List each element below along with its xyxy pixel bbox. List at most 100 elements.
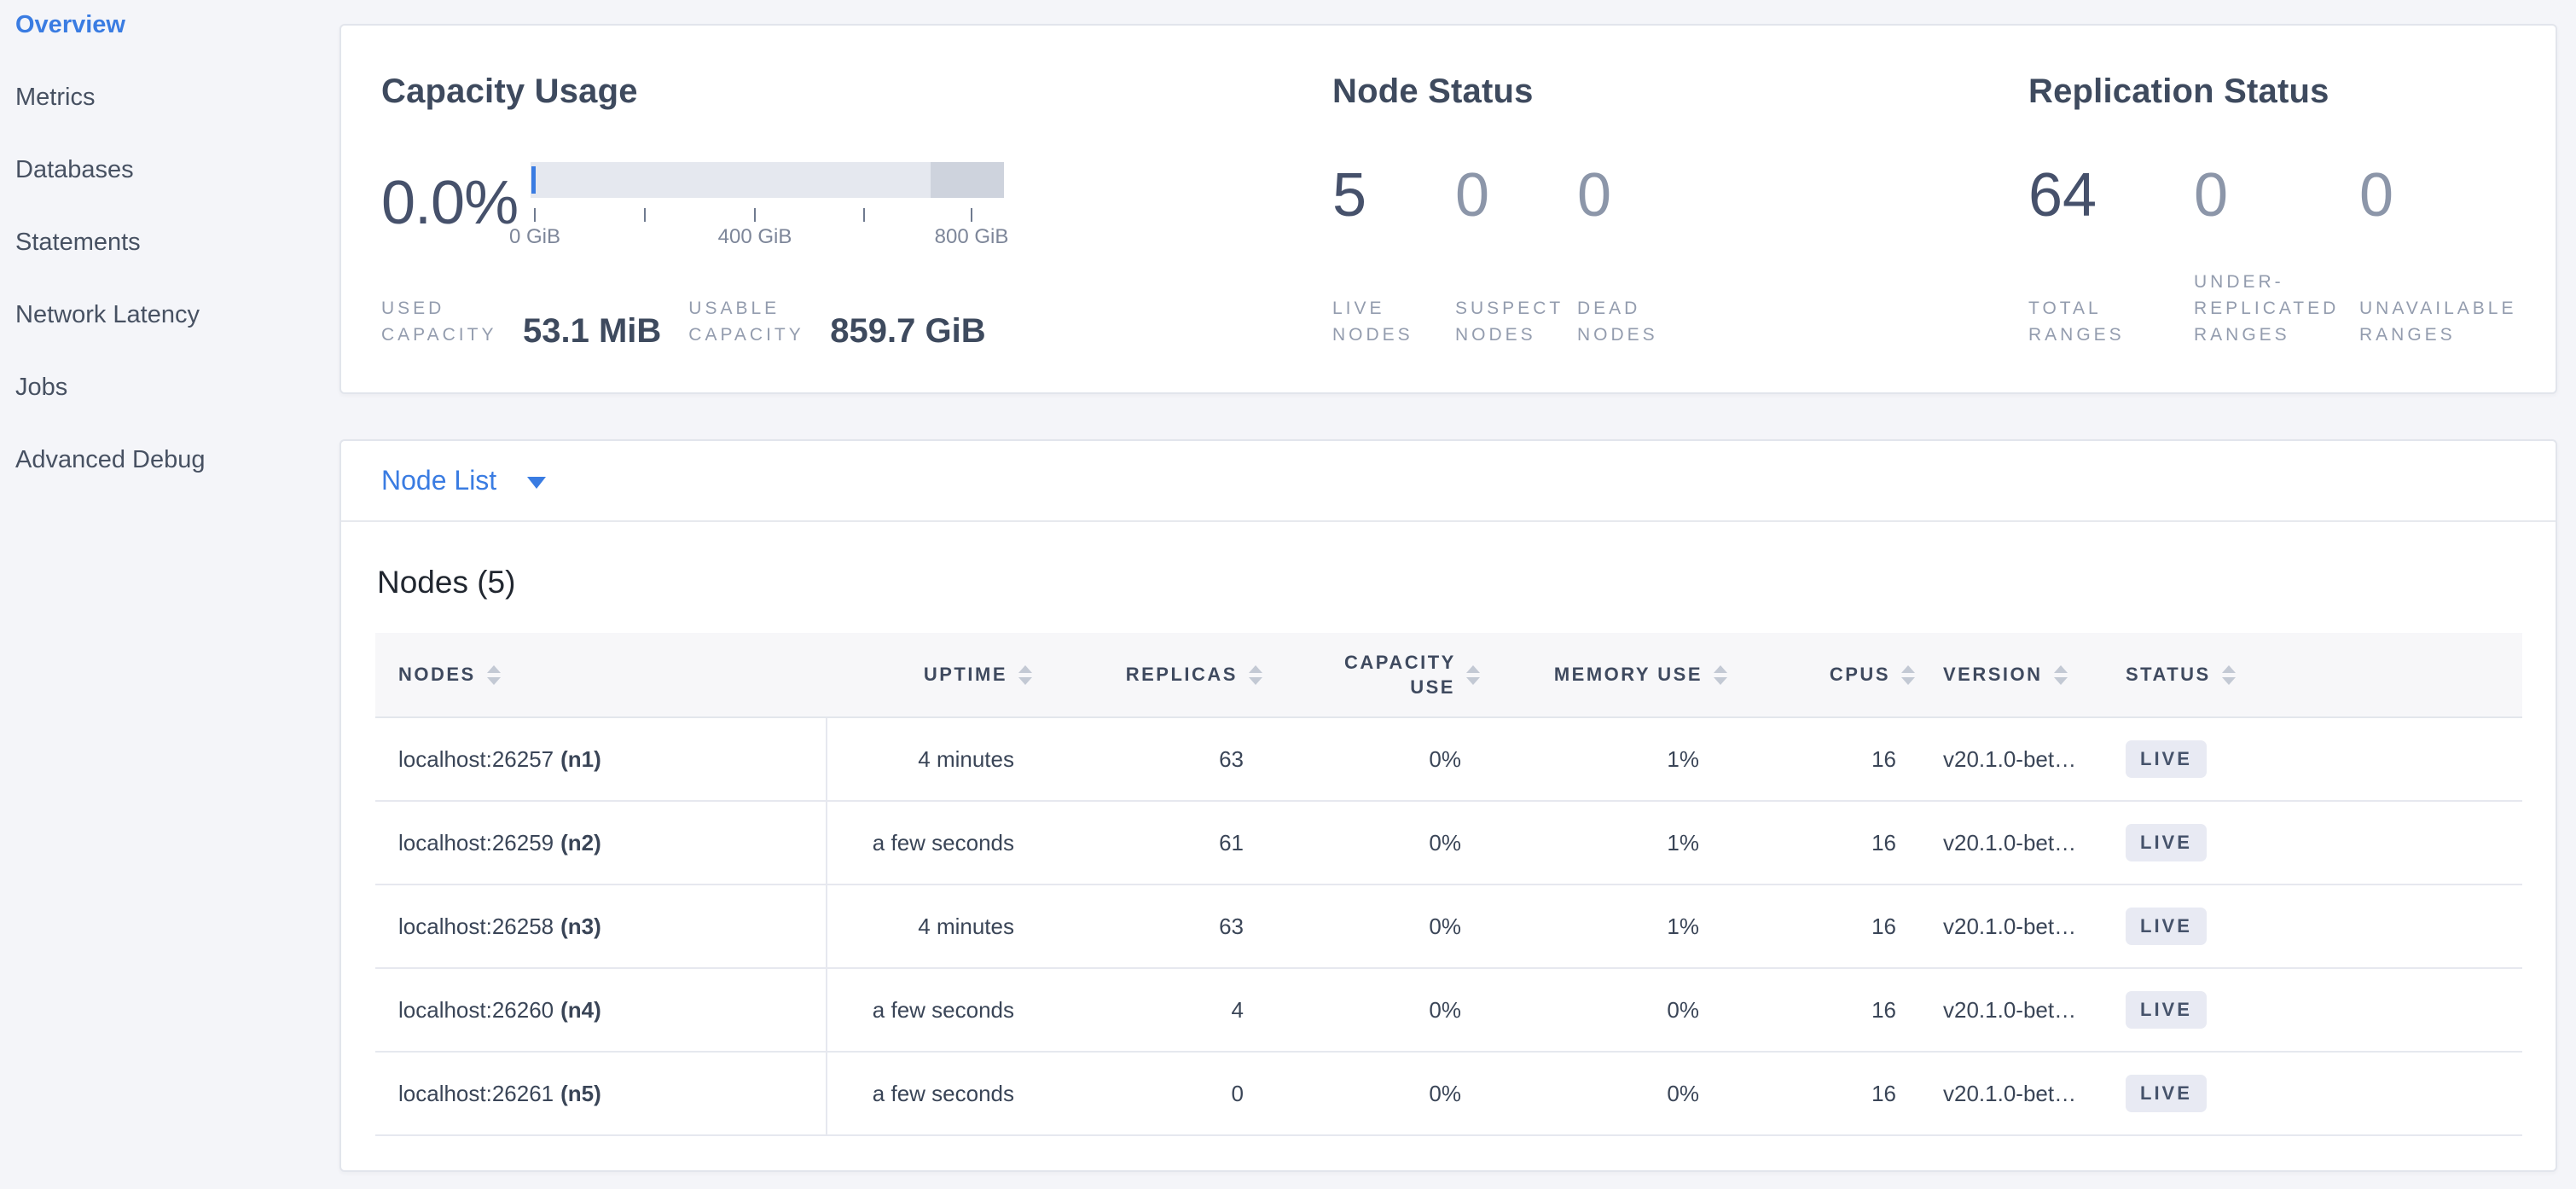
capacity-use-cell: 0%	[1429, 996, 1461, 1023]
column-header-nodes[interactable]: NODES	[375, 664, 827, 686]
gauge-tick	[863, 208, 865, 222]
capacity-usage-section: Capacity Usage 0.0% 0 GiB 400 GiB 800 Gi…	[341, 26, 1332, 392]
sidebar-item-label: Metrics	[15, 84, 96, 111]
replicas-cell: 4	[1231, 996, 1244, 1023]
capacity-gauge: 0 GiB 400 GiB 800 GiB	[509, 160, 1008, 248]
sidebar-item-overview[interactable]: Overview	[15, 10, 339, 83]
main-content: Capacity Usage 0.0% 0 GiB 400 GiB 800 Gi…	[339, 0, 2557, 1189]
node-link[interactable]: localhost:26259 (n2)	[375, 802, 827, 884]
sidebar-item-statements[interactable]: Statements	[15, 228, 339, 300]
sort-icon	[1714, 664, 1727, 685]
unavailable-ranges-label: UNAVAILABLE RANGES	[2359, 299, 2517, 345]
total-ranges-label: TOTAL RANGES	[2028, 299, 2125, 345]
used-capacity-label: USED CAPACITY	[381, 299, 497, 345]
table-row: localhost:26261 (n5) a few seconds 0 0% 0…	[375, 1053, 2522, 1136]
status-badge: LIVE	[2126, 1075, 2207, 1112]
status-cell: LIVE	[2100, 991, 2262, 1029]
uptime-cell: a few seconds	[872, 996, 1014, 1023]
sidebar-item-databases[interactable]: Databases	[15, 155, 339, 228]
suspect-nodes-label: SUSPECT NODES	[1455, 299, 1564, 345]
status-badge: LIVE	[2126, 908, 2207, 945]
node-link[interactable]: localhost:26261 (n5)	[375, 1053, 827, 1134]
sidebar-item-metrics[interactable]: Metrics	[15, 83, 339, 155]
node-status-numbers: 5 0 0	[1332, 160, 2028, 246]
capacity-use-cell: 0%	[1429, 829, 1461, 856]
nodes-table: NODES UPTIME REPLICAS CAPACITY USE MEMOR…	[375, 633, 2522, 1170]
cpus-cell: 16	[1871, 745, 1896, 772]
replication-status-title: Replication Status	[2028, 72, 2329, 110]
sort-icon	[1466, 664, 1480, 685]
sort-icon	[1901, 664, 1915, 685]
uptime-cell: a few seconds	[872, 1080, 1014, 1106]
usable-capacity-label: USABLE CAPACITY	[688, 299, 804, 345]
node-status-labels: LIVE NODES SUSPECT NODES DEAD NODES	[1332, 295, 2028, 348]
capacity-gauge-row: 0.0% 0 GiB 400 GiB 800 GiB	[381, 160, 1332, 248]
sidebar: Overview Metrics Databases Statements Ne…	[0, 0, 339, 1189]
column-header-capacity-use[interactable]: CAPACITY USE	[1262, 650, 1480, 699]
suspect-nodes-count: 0	[1455, 161, 1490, 229]
nodes-table-heading: Nodes (5)	[377, 565, 516, 600]
replication-numbers: 64 0 0	[2028, 160, 2556, 246]
replication-status-section: Replication Status 64 0 0 TOTAL RANGES U…	[2028, 26, 2556, 392]
version-cell: v20.1.0-bet…	[1943, 996, 2077, 1023]
under-replicated-ranges-label: UNDER- REPLICATED RANGES	[2194, 272, 2340, 345]
sidebar-item-label: Overview	[15, 11, 125, 38]
node-status-title: Node Status	[1332, 72, 1534, 110]
sidebar-item-advanced-debug[interactable]: Advanced Debug	[15, 445, 339, 518]
status-cell: LIVE	[2100, 740, 2262, 778]
sort-icon	[1249, 664, 1262, 685]
cluster-summary-card: Capacity Usage 0.0% 0 GiB 400 GiB 800 Gi…	[339, 24, 2557, 394]
gauge-tick-label: 0 GiB	[508, 225, 561, 248]
table-row: localhost:26258 (n3) 4 minutes 63 0% 1% 1…	[375, 885, 2522, 969]
capacity-used-percent: 0.0%	[381, 169, 519, 237]
replicas-cell: 63	[1219, 913, 1244, 939]
capacity-use-cell: 0%	[1429, 745, 1461, 772]
sort-icon	[486, 664, 501, 685]
memory-use-cell: 1%	[1667, 829, 1699, 856]
sidebar-item-label: Statements	[15, 229, 141, 256]
node-list-card: Node List Nodes (5) NODES UPTIME REPLICA…	[339, 439, 2557, 1172]
column-header-uptime[interactable]: UPTIME	[827, 664, 1032, 686]
column-header-memory-use[interactable]: MEMORY USE	[1480, 664, 1727, 686]
sidebar-item-label: Jobs	[15, 374, 68, 401]
node-list-selector[interactable]: Node List	[341, 441, 2556, 522]
chevron-down-icon	[527, 476, 547, 489]
sidebar-item-jobs[interactable]: Jobs	[15, 373, 339, 445]
gauge-tick	[644, 208, 646, 222]
total-ranges-count: 64	[2028, 161, 2097, 229]
memory-use-cell: 0%	[1667, 1080, 1699, 1106]
status-badge: LIVE	[2126, 824, 2207, 861]
replication-labels: TOTAL RANGES UNDER- REPLICATED RANGES UN…	[2028, 269, 2556, 348]
memory-use-cell: 0%	[1667, 996, 1699, 1023]
node-status-section: Node Status 5 0 0 LIVE NODES SUSPECT NOD…	[1332, 26, 2028, 392]
node-link[interactable]: localhost:26257 (n1)	[375, 718, 827, 800]
cpus-cell: 16	[1871, 996, 1896, 1023]
dead-nodes-label: DEAD NODES	[1577, 299, 1658, 345]
version-cell: v20.1.0-bet…	[1943, 1080, 2077, 1106]
sidebar-item-label: Databases	[15, 156, 134, 183]
table-row: localhost:26260 (n4) a few seconds 4 0% 0…	[375, 969, 2522, 1053]
status-cell: LIVE	[2100, 908, 2262, 945]
sidebar-item-label: Network Latency	[15, 301, 200, 328]
column-header-cpus[interactable]: CPUS	[1727, 664, 1915, 686]
column-header-status[interactable]: STATUS	[2100, 664, 2262, 686]
cpus-cell: 16	[1871, 829, 1896, 856]
nodes-table-header: NODES UPTIME REPLICAS CAPACITY USE MEMOR…	[375, 633, 2522, 718]
usable-capacity-value: 859.7 GiB	[830, 312, 986, 350]
node-link[interactable]: localhost:26258 (n3)	[375, 885, 827, 967]
capacity-gauge-bar	[531, 162, 1004, 198]
unavailable-ranges-count: 0	[2359, 161, 2394, 229]
sidebar-item-label: Advanced Debug	[15, 446, 206, 473]
dead-nodes-count: 0	[1577, 161, 1612, 229]
uptime-cell: 4 minutes	[918, 913, 1014, 939]
column-header-version[interactable]: VERSION	[1915, 664, 2100, 686]
column-header-replicas[interactable]: REPLICAS	[1032, 664, 1262, 686]
status-cell: LIVE	[2100, 824, 2262, 861]
uptime-cell: 4 minutes	[918, 745, 1014, 772]
sort-icon	[2053, 664, 2068, 685]
capacity-stats-row: USED CAPACITY 53.1 MiB USABLE CAPACITY 8…	[381, 295, 1332, 350]
sidebar-item-network-latency[interactable]: Network Latency	[15, 300, 339, 373]
node-link[interactable]: localhost:26260 (n4)	[375, 969, 827, 1051]
status-badge: LIVE	[2126, 991, 2207, 1029]
sort-icon	[2221, 664, 2236, 685]
